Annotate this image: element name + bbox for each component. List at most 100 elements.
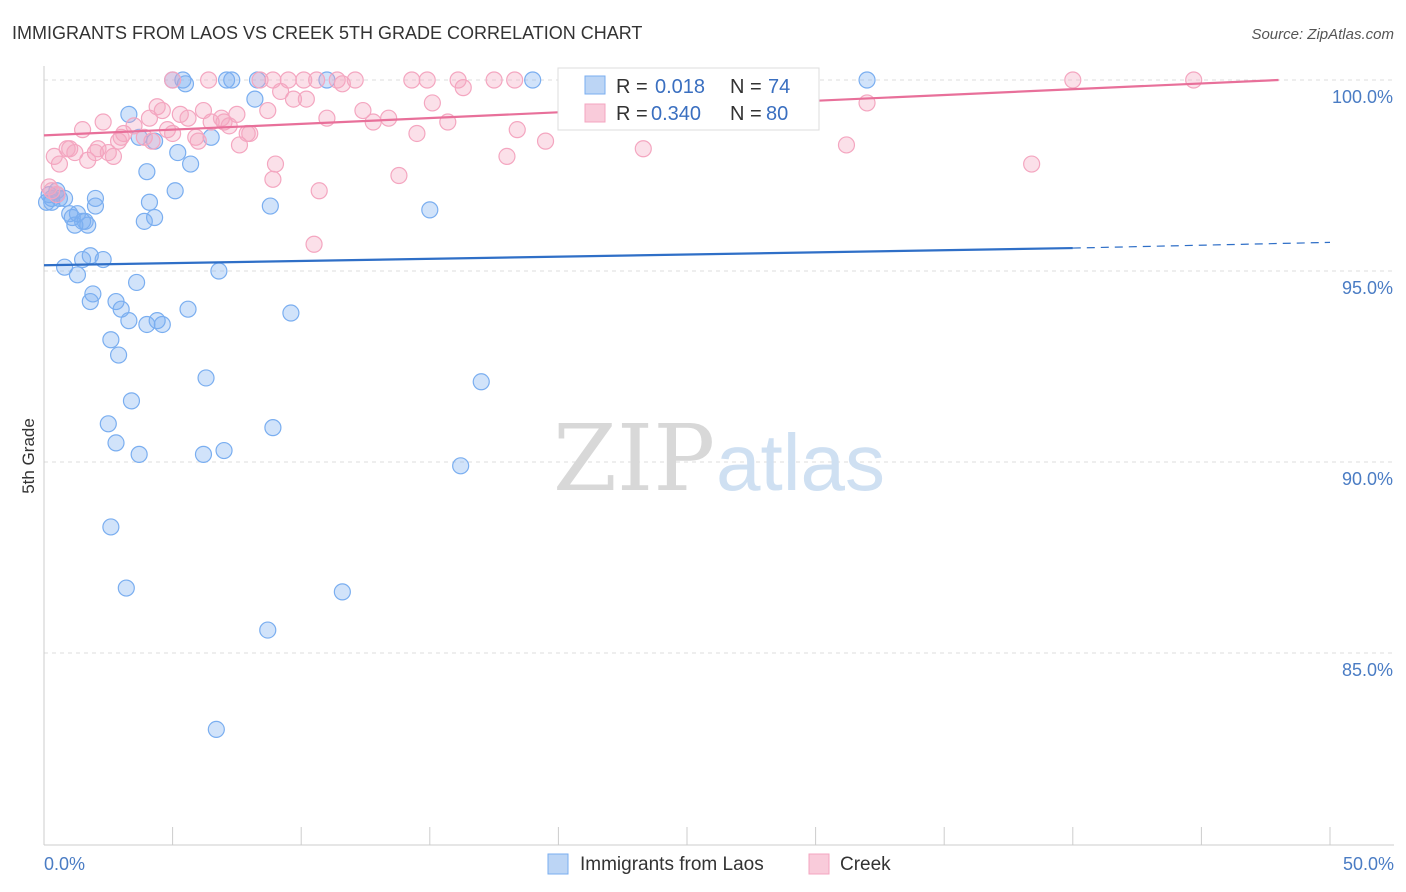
point-laos-46	[135, 212, 153, 230]
point-laos-24	[127, 273, 146, 292]
point-creek-4	[73, 121, 92, 139]
point-laos-23	[120, 312, 138, 330]
point-creek-20	[179, 109, 197, 127]
point-creek-9	[104, 147, 123, 165]
point-laos-13	[86, 189, 105, 208]
stats-legend-swatch-creek	[584, 103, 606, 123]
stats-legend-n-label-laos: N =	[730, 76, 762, 98]
point-laos-14	[55, 258, 74, 276]
point-laos-41	[138, 163, 156, 181]
point-creek-33	[308, 71, 326, 89]
point-creek-64	[264, 170, 282, 188]
point-creek-16	[153, 101, 171, 120]
point-creek-44	[284, 90, 303, 108]
point-laos-52	[223, 71, 241, 89]
stats-legend-r-label-creek: R =	[616, 103, 648, 125]
bottom-legend-swatch-creek	[808, 853, 830, 875]
point-laos-32	[122, 392, 141, 410]
stats-legend-n-value-laos: 74	[768, 76, 790, 98]
point-laos-33	[99, 415, 117, 433]
trend-line-laos	[43, 246, 1073, 267]
point-creek-12	[125, 117, 143, 135]
watermark: ZIP atlas	[553, 405, 885, 512]
point-creek-73	[140, 109, 159, 127]
point-creek-55	[508, 121, 526, 139]
point-laos-37	[215, 441, 233, 460]
x-tick-label-min: 0.0%	[44, 854, 85, 874]
bottom-legend-swatch-laos	[547, 853, 569, 875]
point-laos-56	[176, 75, 195, 93]
point-creek-49	[380, 109, 398, 127]
stats-legend-swatch-laos	[584, 75, 606, 95]
point-creek-54	[498, 147, 516, 165]
y-tick-label-3: 85.0%	[1342, 660, 1393, 680]
point-creek-1	[50, 155, 69, 173]
y-axis-label: 5th Grade	[19, 418, 38, 494]
trend-line-laos-extension	[1072, 241, 1331, 249]
point-creek-50	[408, 124, 426, 143]
stats-legend-n-value-creek: 80	[766, 103, 788, 125]
point-laos-34	[107, 434, 125, 452]
point-laos-42	[169, 143, 187, 162]
stats-legend: R = 0.018 N = 74 R = 0.340 N = 80	[557, 67, 820, 131]
point-laos-15	[68, 266, 87, 284]
point-creek-14	[143, 132, 161, 150]
point-laos-61	[197, 369, 215, 387]
stats-legend-r-value-laos: 0.018	[655, 76, 705, 98]
point-creek-53	[454, 79, 472, 97]
point-creek-47	[354, 101, 372, 120]
point-creek-71	[86, 143, 105, 162]
point-laos-4	[55, 189, 74, 208]
point-laos-69	[259, 621, 277, 639]
y-tick-label-2: 90.0%	[1342, 469, 1393, 489]
point-laos-59	[858, 71, 876, 89]
y-tick-labels: 100.0% 95.0% 90.0% 85.0%	[1332, 87, 1393, 680]
chart-title: IMMIGRANTS FROM LAOS VS CREEK 5TH GRADE …	[12, 23, 642, 43]
point-creek-60	[1023, 155, 1041, 173]
series-creek-points	[40, 71, 1203, 253]
point-laos-36	[194, 445, 213, 463]
gridlines	[44, 79, 1394, 654]
watermark-zip: ZIP	[553, 405, 715, 512]
point-laos-65	[452, 457, 470, 475]
point-creek-36	[403, 71, 421, 89]
point-creek-13	[135, 128, 153, 146]
point-laos-51	[218, 71, 236, 89]
point-laos-30	[102, 331, 120, 349]
point-creek-45	[297, 90, 315, 108]
point-creek-79	[40, 178, 58, 196]
point-laos-70	[207, 720, 225, 739]
point-laos-60	[282, 304, 300, 322]
point-laos-27	[153, 315, 171, 334]
point-creek-19	[171, 105, 189, 123]
point-creek-75	[215, 113, 233, 131]
point-laos-62	[264, 419, 282, 437]
point-laos-31	[109, 346, 128, 364]
stats-legend-r-value-creek: 0.340	[651, 103, 701, 125]
point-laos-67	[117, 579, 135, 597]
point-creek-67	[305, 235, 323, 253]
point-laos-68	[333, 583, 351, 601]
point-laos-64	[472, 373, 490, 391]
point-creek-70	[61, 140, 79, 158]
point-creek-29	[259, 101, 277, 120]
x-tick-label-max: 50.0%	[1343, 854, 1394, 874]
point-creek-40	[506, 71, 524, 89]
point-creek-18	[164, 124, 182, 143]
bottom-legend-label-creek: Creek	[840, 854, 891, 875]
point-creek-62	[1185, 71, 1203, 89]
bottom-legend-label-laos: Immigrants from Laos	[580, 854, 764, 875]
point-laos-47	[145, 208, 164, 227]
point-laos-45	[166, 182, 184, 200]
point-creek-32	[295, 71, 313, 89]
point-laos-28	[179, 300, 197, 318]
point-laos-49	[246, 90, 264, 108]
point-creek-72	[112, 128, 130, 146]
point-creek-66	[390, 166, 408, 185]
y-tick-label-1: 95.0%	[1342, 278, 1393, 298]
watermark-atlas: atlas	[716, 418, 885, 507]
point-creek-65	[310, 182, 328, 200]
chart-source: Source: ZipAtlas.com	[1251, 26, 1394, 43]
point-creek-43	[251, 71, 269, 89]
point-creek-7	[94, 113, 112, 131]
